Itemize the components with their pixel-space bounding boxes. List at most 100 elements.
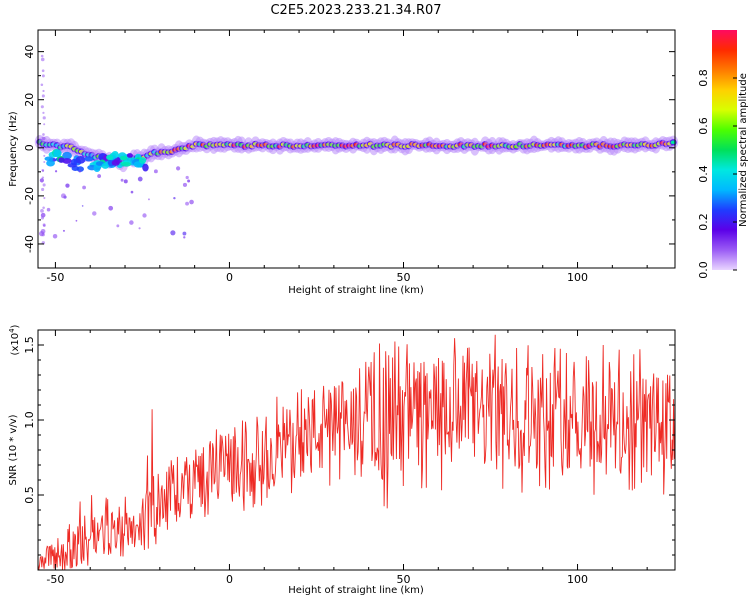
spectral-speck: [82, 185, 86, 190]
colorbar-tick-label: 0.0: [697, 261, 710, 279]
spectral-speck: [120, 178, 124, 182]
x-tick-label: 0: [226, 573, 233, 586]
spectral-speck: [81, 205, 84, 207]
spectral-speck: [42, 206, 45, 209]
spectral-speck: [137, 176, 143, 182]
spectral-blob: [70, 158, 78, 166]
spectral-blob: [62, 151, 72, 160]
snr-multiplier: (x104): [8, 324, 21, 355]
spectral-blob: [119, 155, 128, 161]
spectral-speck: [78, 170, 82, 173]
spectrogram-xlabel: Height of straight line (km): [288, 285, 424, 296]
spectral-speck: [170, 230, 176, 236]
spectral-speck: [42, 89, 45, 93]
colorbar: 0.0 0.2 0.4 0.6 0.8 Normalized spectral ampl…: [697, 30, 749, 279]
y-tick-label: -40: [23, 235, 36, 253]
spectral-blob: [58, 157, 65, 163]
spectral-speck: [182, 231, 187, 236]
spectral-blob: [121, 162, 132, 167]
spectral-speck: [75, 219, 78, 222]
spectral-speck: [43, 196, 46, 200]
spectral-speck: [189, 199, 194, 205]
y-tick-label: 40: [23, 45, 36, 59]
spectrogram-panel: -50 0 50 100 -40 -20 0 20 40 Height of straight …: [8, 29, 679, 296]
spectral-blob: [84, 156, 94, 162]
spectral-blob: [101, 162, 110, 169]
spectral-speck: [138, 227, 141, 230]
spectral-speck: [40, 54, 44, 58]
spectral-blob: [111, 159, 120, 166]
spectral-speck: [62, 229, 65, 232]
colorbar-gradient: [712, 30, 737, 270]
x-tick-label: -50: [46, 573, 64, 586]
spectral-speck: [43, 123, 46, 126]
spectral-speck: [153, 169, 158, 174]
spectral-speck: [42, 116, 46, 120]
spectral-blob: [46, 159, 55, 167]
spectral-speck: [40, 212, 46, 218]
spectral-speck: [173, 196, 176, 200]
colorbar-tick-label: 0.8: [697, 69, 710, 87]
spectrogram-frame: [37, 29, 676, 269]
spectral-blob: [75, 156, 86, 164]
x-tick-label: 100: [567, 573, 588, 586]
spectral-speck: [185, 201, 190, 206]
spectral-blob: [142, 163, 149, 172]
spectral-speck: [41, 176, 45, 179]
spectral-speck: [92, 211, 97, 216]
x-tick-label: 0: [226, 271, 233, 284]
colorbar-ticks: 0.0 0.2 0.4 0.6 0.8: [697, 69, 737, 279]
snr-panel: -50 0 50 100 0.5 1.0 1.5 Height of straight li…: [8, 324, 676, 596]
spectral-speck: [123, 179, 128, 184]
spectral-speck: [176, 166, 181, 171]
spectral-blob: [62, 158, 72, 164]
spectrogram-ylabel: Frequency (Hz): [8, 111, 19, 187]
x-tick-label: 50: [396, 271, 410, 284]
spectral-speck: [40, 216, 45, 220]
spectral-speck: [42, 133, 45, 136]
colorbar-tick-label: 0.4: [697, 165, 710, 183]
spectral-speck: [54, 170, 58, 173]
y-tick-label: 0: [23, 144, 36, 151]
y-tick-label: -20: [23, 187, 36, 205]
spectral-speck: [187, 179, 191, 183]
spectral-blob: [126, 153, 133, 158]
spectral-speck: [108, 205, 114, 211]
y-tick-label: 1.0: [23, 411, 36, 429]
spectral-speck: [129, 220, 134, 225]
spectral-speck: [41, 69, 45, 73]
spectral-speck: [40, 228, 46, 234]
spectral-speck: [42, 111, 45, 114]
spectral-speck: [46, 207, 51, 212]
spectral-speck: [41, 94, 45, 98]
spectral-speck: [39, 178, 44, 183]
spectral-speck: [116, 224, 120, 228]
spectral-speck: [148, 198, 150, 201]
spectral-speck: [40, 83, 44, 87]
spectral-blob: [93, 164, 101, 172]
spectral-speck: [182, 182, 188, 187]
x-tick-label: 50: [396, 573, 410, 586]
spectral-blob: [106, 154, 114, 161]
spectral-speck: [185, 175, 189, 180]
spectral-speck: [97, 174, 102, 178]
snr-ylabel: SNR (10 * v/v): [8, 414, 19, 485]
spectrogram-heatmap: [34, 54, 679, 245]
spectral-speck: [42, 223, 46, 227]
y-tick-label: 1.5: [23, 336, 36, 354]
spectral-speck: [43, 154, 46, 157]
y-tick-label: 20: [23, 93, 36, 107]
spectral-speck: [41, 187, 45, 192]
colorbar-tick-label: 0.6: [697, 117, 710, 135]
spectral-blob: [53, 149, 62, 158]
x-tick-label: 100: [567, 271, 588, 284]
snr-series: [37, 334, 675, 571]
spectral-speck: [41, 136, 46, 141]
spectral-speck: [65, 183, 70, 188]
colorbar-tick-label: 0.2: [697, 213, 710, 231]
figure-title: C2E5.2023.233.21.34.R07: [270, 3, 441, 18]
spectral-speck: [130, 190, 134, 194]
spectral-speck: [41, 232, 45, 237]
y-tick-label: 0.5: [23, 486, 36, 504]
